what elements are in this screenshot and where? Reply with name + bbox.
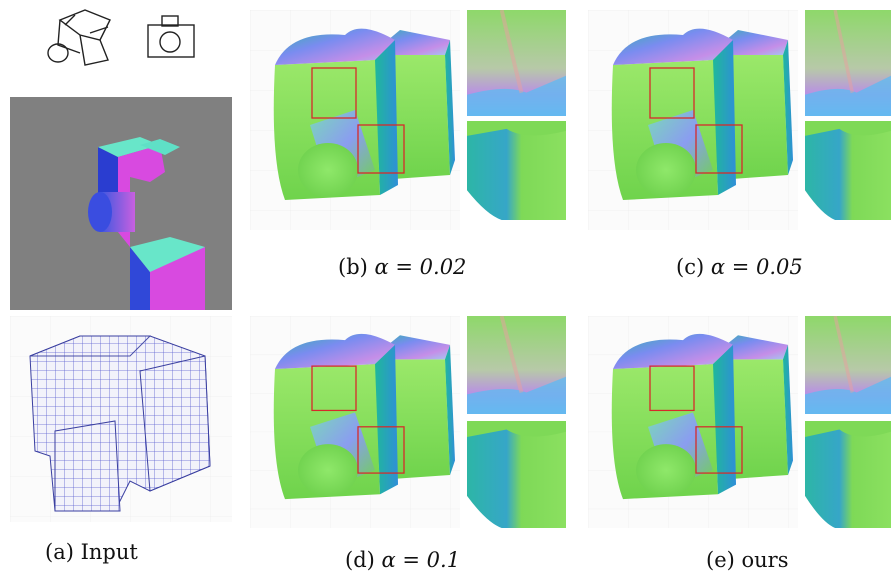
inset-bottom-e (805, 421, 891, 528)
caption-b-prefix: (b) (338, 255, 368, 279)
render-c (588, 10, 798, 230)
inset-top-e (805, 316, 891, 414)
inset-top-d (467, 316, 566, 414)
highlight-box (695, 426, 743, 474)
inset-bottom-b (467, 121, 566, 220)
camera-sketch-perspective-icon (47, 9, 111, 66)
inset-top-c (805, 10, 891, 116)
caption-b: (b) α = 0.02 (338, 255, 466, 279)
input-voxel-grid (10, 316, 232, 522)
highlight-box (357, 124, 405, 174)
camera-sketch-front-icon (147, 15, 195, 58)
caption-d: (d) α = 0.1 (345, 548, 460, 572)
highlight-box (357, 426, 405, 474)
highlight-box (649, 365, 695, 412)
caption-e: (e) ours (706, 548, 789, 572)
caption-c-prefix: (c) (676, 255, 705, 279)
highlight-box (695, 124, 743, 174)
caption-b-expr: α = 0.02 (374, 255, 467, 279)
input-normal-map (10, 97, 232, 310)
caption-c-expr: α = 0.05 (710, 255, 803, 279)
caption-a: (a) Input (45, 540, 138, 564)
sketch-row (0, 0, 230, 80)
caption-c: (c) α = 0.05 (676, 255, 803, 279)
highlight-box (311, 365, 357, 412)
highlight-box (649, 67, 695, 119)
caption-d-prefix: (d) (345, 548, 375, 572)
render-d (250, 316, 460, 528)
inset-bottom-d (467, 421, 566, 528)
inset-top-b (467, 10, 566, 116)
render-e (588, 316, 798, 528)
highlight-box (311, 67, 357, 119)
caption-d-expr: α = 0.1 (381, 548, 461, 572)
inset-bottom-c (805, 121, 891, 220)
render-b (250, 10, 460, 230)
